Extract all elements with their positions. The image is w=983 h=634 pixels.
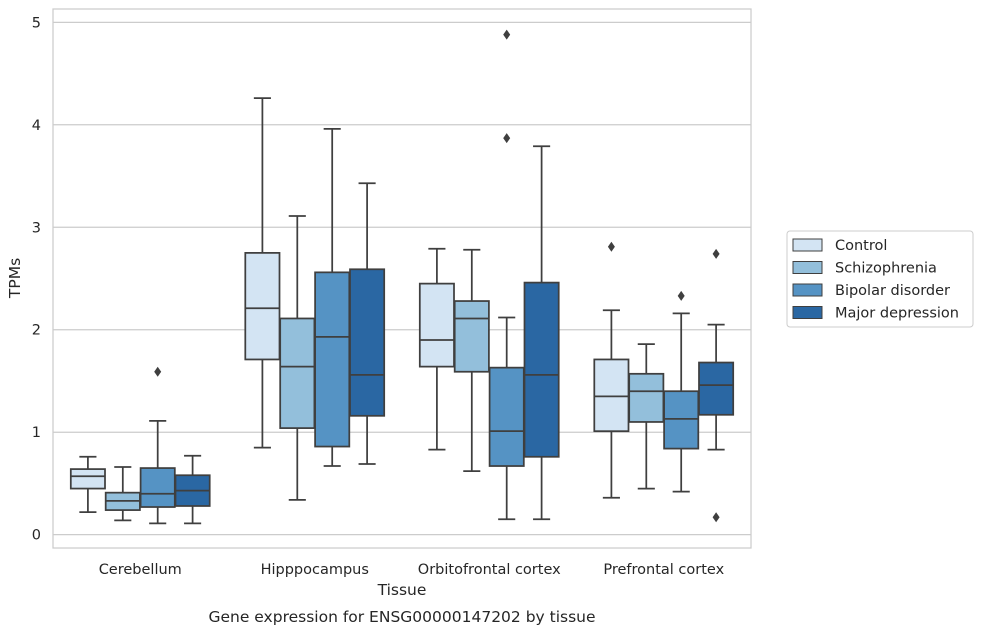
box-body [69, 468, 106, 490]
y-axis-label: TPMs [6, 258, 24, 299]
y-tick-label: 4 [32, 118, 41, 134]
y-tick-label: 5 [32, 15, 41, 31]
outlier-point [712, 248, 720, 259]
x-tick-label: Orbitofrontal cortex [418, 562, 561, 578]
box-body [628, 372, 665, 423]
outlier-point [503, 29, 511, 40]
legend-label: Major depression [835, 306, 959, 322]
box-control [593, 241, 630, 499]
legend-label: Schizophrenia [835, 261, 937, 277]
box-schizophrenia [628, 343, 665, 490]
box-body [593, 358, 630, 433]
legend-label: Control [835, 238, 887, 254]
legend-swatch [792, 238, 823, 252]
outlier-point [503, 133, 511, 144]
box-bipolar-disorder [488, 29, 525, 521]
box-major-depression [698, 248, 735, 523]
box-groups [69, 29, 735, 525]
x-tick-labels: Cerebellum Hipppocampus Orbitofrontal cort… [99, 562, 725, 578]
y-tick-label: 3 [32, 220, 41, 236]
box-control [244, 97, 281, 449]
x-tick-label: Cerebellum [99, 562, 182, 578]
grid-lines [53, 21, 751, 536]
x-tick-label: Prefrontal cortex [603, 562, 724, 578]
box-body [663, 390, 700, 450]
outlier-point [712, 512, 720, 523]
box-body [418, 282, 455, 368]
legend-swatch [792, 306, 823, 319]
box-body [488, 366, 525, 467]
box-control [69, 455, 106, 514]
y-tick-label: 2 [32, 323, 41, 339]
box-major-depression [523, 145, 560, 521]
box-body [349, 268, 386, 417]
box-bipolar-disorder [314, 128, 351, 467]
y-tick-label: 0 [32, 528, 41, 544]
outlier-point [154, 366, 162, 377]
box-schizophrenia [104, 466, 141, 522]
box-body [698, 361, 735, 416]
box-body [453, 300, 490, 373]
outlier-point [607, 241, 615, 252]
box-schizophrenia [453, 248, 490, 473]
legend-swatch [792, 261, 823, 274]
legend-label: Bipolar disorder [835, 283, 950, 299]
box-body [279, 317, 316, 429]
legend-swatch [792, 283, 823, 297]
box-control [418, 247, 455, 451]
box-body [314, 271, 351, 448]
plot-frame [52, 8, 752, 549]
box-bipolar-disorder [139, 366, 176, 525]
x-axis-label: Tissue [377, 581, 427, 599]
box-bipolar-disorder [663, 290, 700, 493]
box-major-depression [349, 182, 386, 465]
outlier-point [677, 290, 685, 301]
box-body [244, 252, 281, 361]
y-tick-label: 1 [32, 425, 41, 441]
box-schizophrenia [279, 215, 316, 501]
x-tick-label: Hipppocampus [261, 562, 369, 578]
box-major-depression [174, 454, 211, 525]
box-body [523, 281, 560, 458]
box-body [139, 467, 176, 508]
legend: Control Schizophrenia Bipolar disorder Majo… [786, 230, 974, 328]
chart-caption: Gene expression for ENSG00000147202 by t… [208, 608, 595, 626]
legend-frame [786, 230, 974, 328]
y-tick-labels: 0 1 2 3 4 5 [32, 15, 41, 543]
